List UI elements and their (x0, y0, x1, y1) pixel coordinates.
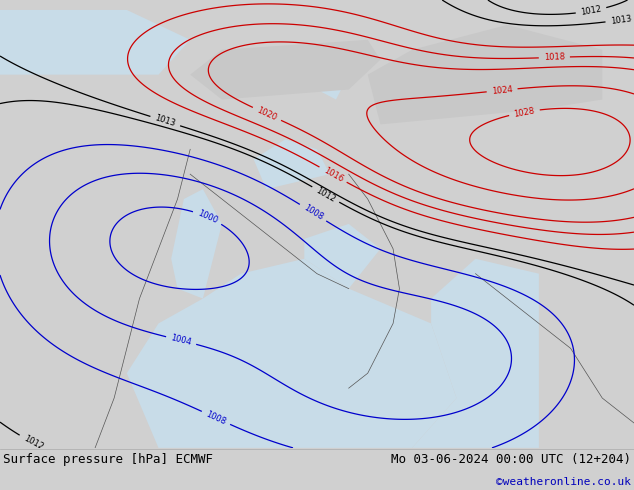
Text: ©weatheronline.co.uk: ©weatheronline.co.uk (496, 477, 631, 488)
Text: 1008: 1008 (205, 410, 228, 426)
Text: 1012: 1012 (580, 4, 602, 17)
Text: 1016: 1016 (321, 166, 344, 184)
Text: 1013: 1013 (154, 114, 177, 128)
Polygon shape (190, 40, 380, 99)
Text: 1024: 1024 (491, 85, 513, 96)
Text: Mo 03-06-2024 00:00 UTC (12+204): Mo 03-06-2024 00:00 UTC (12+204) (391, 453, 631, 466)
Text: 1020: 1020 (256, 105, 278, 122)
Polygon shape (171, 189, 222, 298)
Polygon shape (304, 224, 380, 289)
Polygon shape (254, 139, 330, 189)
Polygon shape (412, 259, 539, 448)
Text: 1013: 1013 (610, 14, 632, 26)
Polygon shape (0, 10, 190, 74)
Text: 1008: 1008 (302, 203, 325, 222)
Text: 1018: 1018 (543, 52, 565, 62)
Text: 1000: 1000 (196, 209, 219, 225)
Text: 1004: 1004 (170, 334, 193, 347)
Text: 1012: 1012 (22, 434, 44, 452)
Text: 1012: 1012 (314, 186, 337, 204)
Polygon shape (317, 50, 349, 99)
Polygon shape (127, 259, 456, 448)
Text: Surface pressure [hPa] ECMWF: Surface pressure [hPa] ECMWF (3, 453, 213, 466)
Polygon shape (368, 25, 602, 124)
Text: 1028: 1028 (513, 106, 536, 119)
